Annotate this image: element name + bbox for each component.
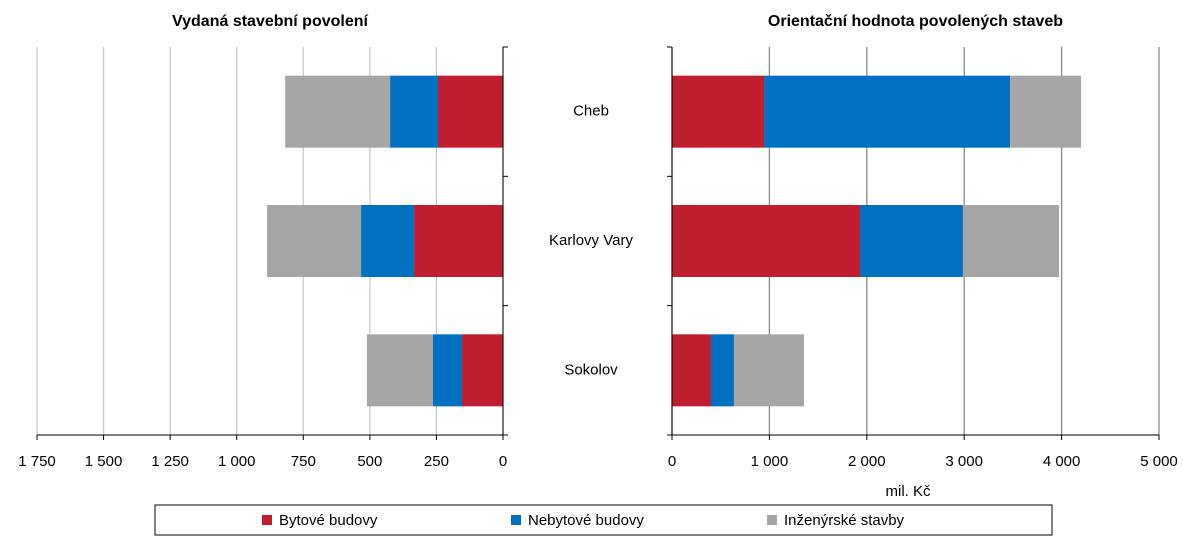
x-tick-label: 1 000 <box>751 453 789 470</box>
chart-title: Orientační hodnota povolených staveb <box>768 13 1063 30</box>
legend-swatch <box>262 515 272 525</box>
x-tick-label: 250 <box>424 453 449 470</box>
bar-segment <box>1010 75 1082 148</box>
x-tick-label: 750 <box>291 453 316 470</box>
bar-segment <box>672 205 860 277</box>
bar-segment <box>733 334 804 407</box>
x-tick-label: 1 500 <box>85 453 123 470</box>
bar-segment <box>764 75 1011 148</box>
x-tick-label: 3 000 <box>945 453 983 470</box>
bar-segment <box>366 334 433 407</box>
x-tick-label: 1 250 <box>151 453 189 470</box>
x-tick-label: 4 000 <box>1043 453 1081 470</box>
bar-segment <box>672 334 711 407</box>
bar-segment <box>859 205 963 277</box>
bar-segment <box>390 75 439 148</box>
bar-segment <box>432 334 462 407</box>
x-axis-label: mil. Kč <box>886 483 932 500</box>
legend-swatch <box>511 515 521 525</box>
category-label: Sokolov <box>564 361 618 378</box>
legend-label: Bytové budovy <box>279 512 378 529</box>
legend-label: Inženýrské stavby <box>784 512 905 529</box>
bar-segment <box>962 205 1059 277</box>
x-tick-label: 1 000 <box>218 453 256 470</box>
bar-segment <box>361 205 415 277</box>
x-tick-label: 500 <box>357 453 382 470</box>
legend-box <box>154 504 1053 536</box>
x-tick-label: 1 750 <box>18 453 56 470</box>
bar-segment <box>438 75 503 148</box>
x-tick-label: 0 <box>499 453 507 470</box>
legend-swatch <box>767 515 777 525</box>
bar-segment <box>461 334 503 407</box>
x-tick-label: 0 <box>668 453 676 470</box>
category-label: Karlovy Vary <box>549 232 633 249</box>
x-tick-label: 2 000 <box>848 453 886 470</box>
bar-segment <box>710 334 734 407</box>
bar-segment <box>414 205 503 277</box>
bar-segment <box>285 75 391 148</box>
x-tick-label: 5 000 <box>1140 453 1178 470</box>
chart-title: Vydaná stavební povolení <box>172 13 368 30</box>
category-label: Cheb <box>573 103 609 120</box>
bar-segment <box>672 75 765 148</box>
legend-label: Nebytové budovy <box>528 512 644 529</box>
bar-segment <box>267 205 362 277</box>
